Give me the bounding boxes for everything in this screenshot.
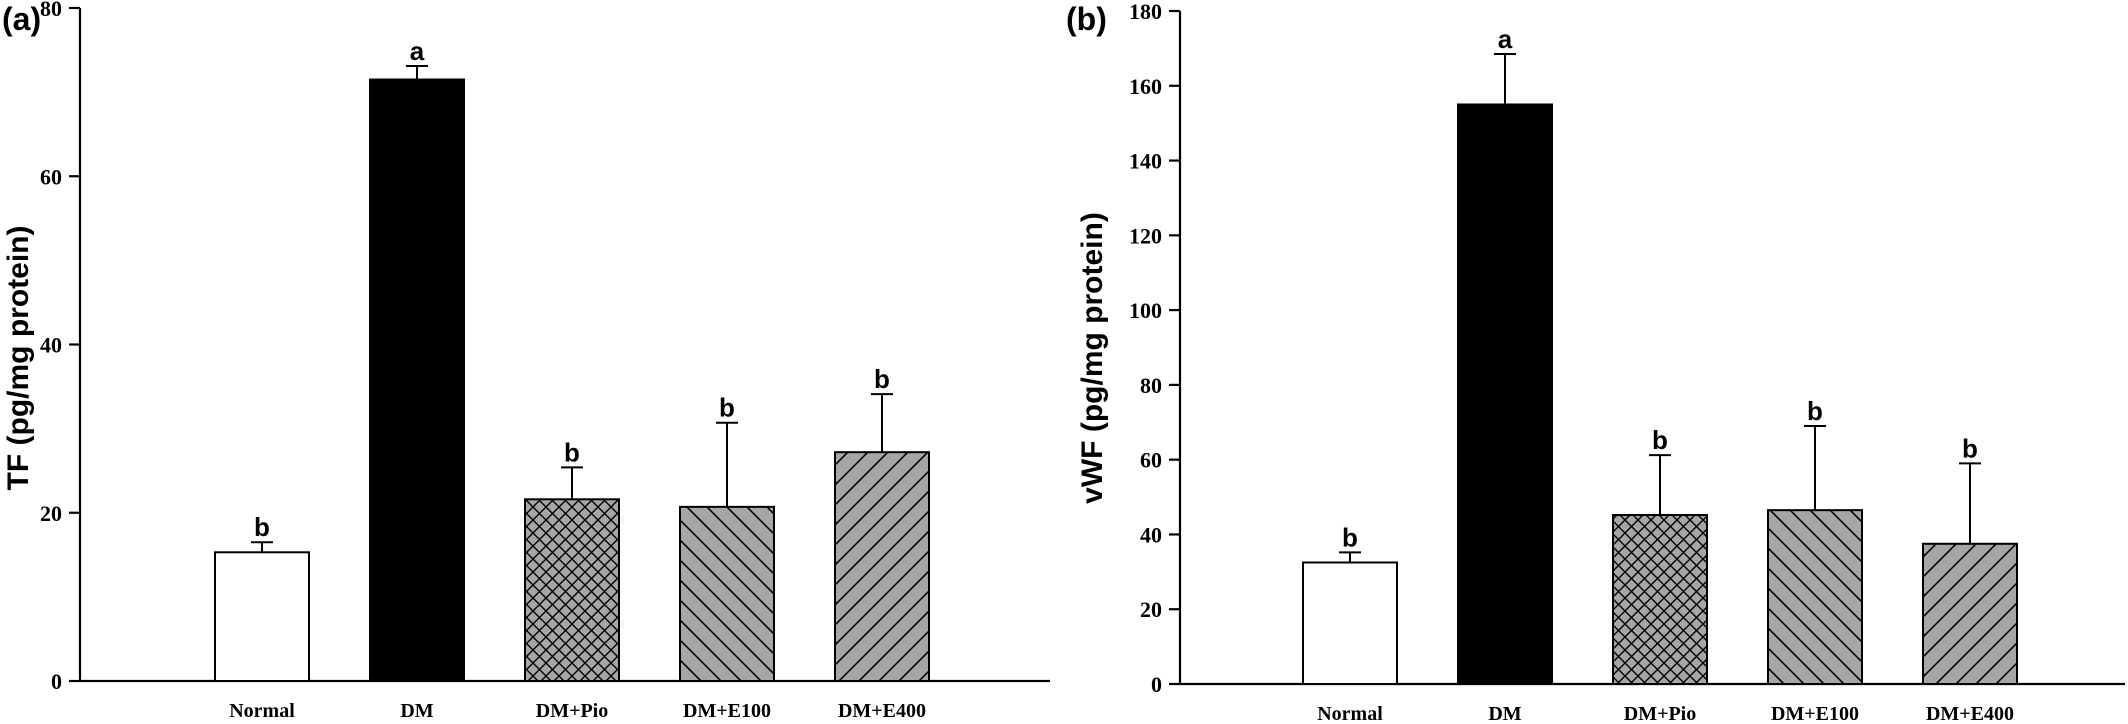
x-tick-label: Normal (229, 700, 295, 722)
significance-label: b (564, 437, 580, 467)
y-tick-label: 100 (1129, 298, 1162, 323)
bar (1612, 514, 1708, 685)
bars-b: b a b b b (1302, 24, 2018, 686)
x-tick-label: Normal (1317, 703, 1383, 724)
bar (1457, 103, 1553, 685)
bar (1302, 561, 1398, 685)
chart-panel-a: (a) TF (pg/mg protein) 0 20 40 60 80 b a b b b N… (2, 0, 1050, 722)
y-tick-label: 0 (51, 669, 62, 694)
bar (524, 498, 620, 683)
bar (1922, 542, 2018, 686)
x-tick-label: DM (1488, 703, 1521, 724)
bar (834, 451, 930, 682)
y-tick-label: 60 (40, 164, 62, 189)
significance-label: b (719, 393, 735, 423)
y-tick-label: 0 (1151, 672, 1162, 697)
significance-label: b (1652, 425, 1668, 455)
panel-label-b: (b) (1066, 1, 1107, 37)
significance-label: b (254, 512, 270, 542)
x-tick-label: DM (400, 700, 433, 722)
y-tick-label: 80 (1140, 373, 1162, 398)
y-tick-label: 40 (1140, 522, 1162, 547)
y-tick-label: 20 (1140, 597, 1162, 622)
x-tick-label: DM+E100 (1771, 703, 1859, 724)
y-ticks-b: 0 20 40 60 80 100 120 140 160 180 (1129, 0, 1180, 697)
y-axis-label-a: TF (pg/mg protein) (2, 226, 35, 491)
significance-label: b (1342, 522, 1358, 552)
y-tick-label: 40 (40, 333, 62, 358)
category-labels-a: Normal DM DM+Pio DM+E100 DM+E400 (229, 700, 926, 722)
bar (1767, 509, 1863, 685)
y-tick-label: 140 (1129, 149, 1162, 174)
y-tick-label: 20 (40, 501, 62, 526)
panel-label-a: (a) (2, 1, 41, 37)
y-tick-label: 60 (1140, 448, 1162, 473)
y-axis-label-b: vWF (pg/mg protein) (1076, 212, 1109, 504)
y-tick-label: 120 (1129, 223, 1162, 248)
y-tick-label: 160 (1129, 74, 1162, 99)
significance-label: a (1498, 24, 1513, 54)
x-tick-label: DM+E100 (683, 700, 771, 722)
x-tick-label: DM+Pio (1624, 703, 1697, 724)
category-labels-b: Normal DM DM+Pio DM+E100 DM+E400 (1317, 703, 2014, 724)
x-tick-label: DM+E400 (1926, 703, 2014, 724)
y-tick-label: 80 (40, 0, 62, 21)
x-tick-label: DM+E400 (838, 700, 926, 722)
chart-panel-b: (b) vWF (pg/mg protein) 0 20 40 60 80 100 120 1… (1066, 0, 2125, 724)
bars-a: b a b b b (214, 36, 930, 683)
x-tick-label: DM+Pio (536, 700, 609, 722)
bar (214, 551, 310, 682)
significance-label: b (1807, 396, 1823, 426)
y-tick-label: 180 (1129, 0, 1162, 24)
bar (369, 78, 465, 683)
y-ticks-a: 0 20 40 60 80 (40, 0, 80, 694)
significance-label: a (410, 36, 425, 66)
bar (679, 505, 775, 682)
significance-label: b (1962, 433, 1978, 463)
significance-label: b (874, 364, 890, 394)
